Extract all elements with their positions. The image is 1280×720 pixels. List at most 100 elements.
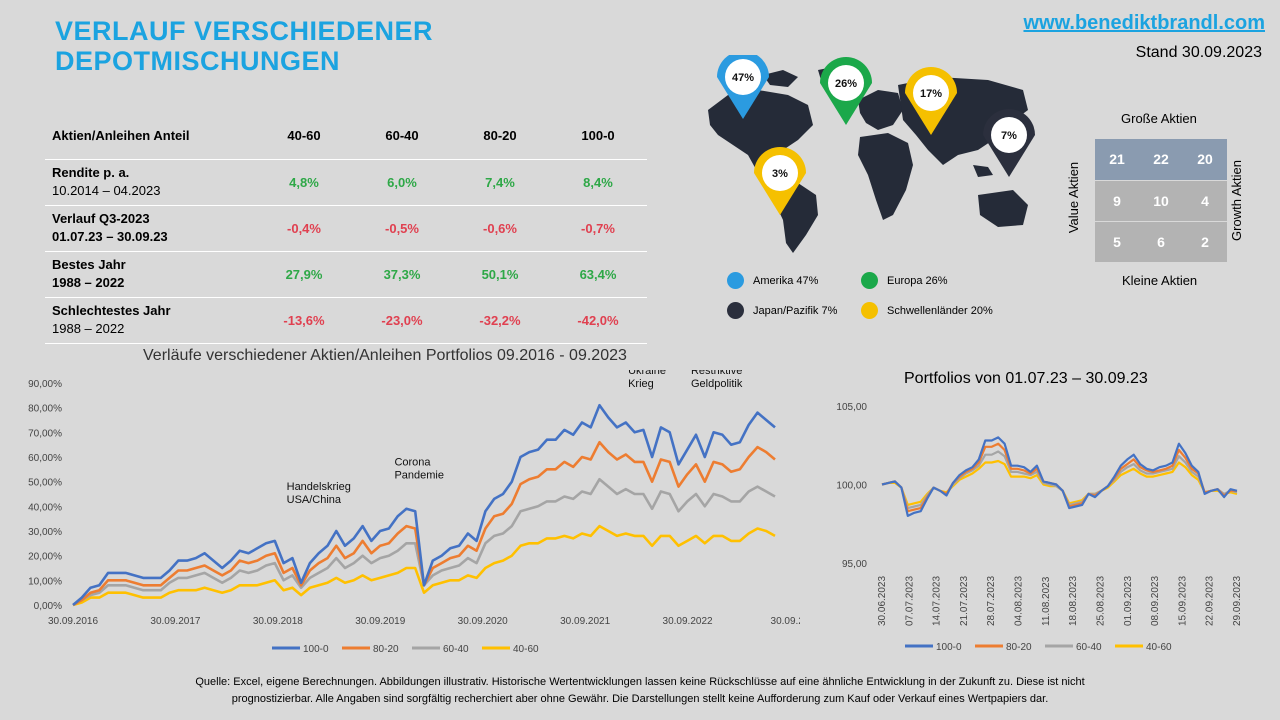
kpi-row: Bestes Jahr 1988 – 2022 27,9% 37,3% 50,1% 63,… <box>45 251 647 298</box>
kpi-value: -13,6% <box>255 297 353 344</box>
world-map: 47% 26% 17% 3% 7% <box>708 55 1035 253</box>
kpi-value: 6,0% <box>353 159 451 206</box>
footer-disclaimer: Quelle: Excel, eigene Berechnungen. Abbi… <box>195 676 1085 705</box>
style-grid-row: 9 10 4 <box>1095 179 1227 221</box>
legend-label: 40-60 <box>513 644 539 655</box>
y-tick-label: 105,00 <box>836 402 867 413</box>
chart-annotation: Restriktive Geldpolitik <box>691 370 743 390</box>
style-top-label: Große Aktien <box>1121 111 1197 126</box>
website-link[interactable]: www.benediktbrandl.com <box>1023 12 1265 34</box>
pin-center <box>991 117 1027 153</box>
legend-label: 100-0 <box>936 642 962 653</box>
pin-label: 3% <box>772 168 788 180</box>
kpi-row-title: Rendite p. a. <box>52 165 130 180</box>
style-grid-cell: 6 <box>1139 220 1183 262</box>
small-line-chart: 95,00 100,00 105,00 30.06.2023 07.07.2023 14.… <box>836 402 1243 653</box>
style-grid-row: 21 22 20 <box>1095 139 1227 180</box>
legend-label: 100-0 <box>303 644 329 655</box>
x-tick-label: 14.07.2023 <box>932 576 943 626</box>
kpi-row-period: 01.07.23 – 30.09.23 <box>52 229 168 244</box>
x-tick-label: 01.09.2023 <box>1123 576 1134 626</box>
map-legend-item: Amerika 47% <box>727 272 818 289</box>
legend-item: 100-0 <box>272 644 329 655</box>
kpi-column-header: 100-0 <box>549 113 647 160</box>
x-tick-label: 11.08.2023 <box>1041 576 1052 626</box>
chart-annotation: Ukraine Krieg <box>628 370 666 390</box>
continents <box>708 65 1028 253</box>
x-tick-label: 25.08.2023 <box>1095 576 1106 626</box>
style-grid-cell: 5 <box>1095 220 1139 262</box>
kpi-value: -0,6% <box>451 205 549 252</box>
x-tick-label: 08.09.2023 <box>1150 576 1161 626</box>
stand-date: Stand 30.09.2023 <box>1135 44 1262 61</box>
legend-dot-icon <box>727 272 744 289</box>
kpi-value: -32,2% <box>451 297 549 344</box>
map-pins: 47% 26% 17% 3% 7% <box>717 55 1035 215</box>
style-grid-cell: 4 <box>1183 179 1227 221</box>
kpi-row-period: 1988 – 2022 <box>52 321 125 336</box>
y-tick-label: 10,00% <box>28 576 62 587</box>
legend-label: 60-40 <box>1076 642 1102 653</box>
series-line-100-0 <box>881 436 1238 517</box>
y-tick-label: 20,00% <box>28 552 62 563</box>
kpi-row-label: Rendite p. a. 10.2014 – 04.2023 <box>45 159 255 206</box>
kpi-value: 63,4% <box>549 251 647 298</box>
style-bottom-label: Kleine Aktien <box>1122 273 1198 288</box>
legend-label: 80-20 <box>373 644 399 655</box>
main-line-chart: 0,00% 10,00% 20,00% 30,00% 40,00% 50,00% 60,00… <box>28 370 800 655</box>
y-tick-label: 50,00% <box>28 478 62 489</box>
kpi-row-label: Schlechtestes Jahr 1988 – 2022 <box>45 297 255 344</box>
legend-label: 60-40 <box>443 644 469 655</box>
kpi-value: 4,8% <box>255 159 353 206</box>
x-tick-label: 29.09.2023 <box>1232 576 1243 626</box>
x-tick-label: 30.09.2016 <box>48 616 98 627</box>
style-grid-cell: 21 <box>1095 139 1139 180</box>
style-grid-cell: 10 <box>1139 179 1183 221</box>
x-tick-label: 30.09.20 <box>771 616 800 627</box>
legend-label: 80-20 <box>1006 642 1032 653</box>
kpi-row-label: Bestes Jahr 1988 – 2022 <box>45 251 255 298</box>
y-tick-label: 40,00% <box>28 502 62 513</box>
map-pin: 7% <box>983 109 1035 177</box>
legend-item: 80-20 <box>975 642 1032 653</box>
kpi-value: 50,1% <box>451 251 549 298</box>
x-tick-label: 07.07.2023 <box>904 576 915 626</box>
y-tick-label: 100,00 <box>836 481 867 492</box>
y-tick-label: 95,00 <box>842 559 867 570</box>
legend-label: 40-60 <box>1146 642 1172 653</box>
legend-item: 40-60 <box>482 644 539 655</box>
kpi-value: -0,7% <box>549 205 647 252</box>
kpi-value: -0,4% <box>255 205 353 252</box>
map-pin: 17% <box>905 67 957 135</box>
chart-annotation: Handelskrieg USA/China <box>287 481 351 506</box>
pin-label: 47% <box>732 72 754 84</box>
style-right-label: Growth Aktien <box>1228 160 1244 241</box>
kpi-table: Aktien/Anleihen Anteil 40-60 60-40 80-20 100… <box>45 113 647 344</box>
kpi-value: 7,4% <box>451 159 549 206</box>
x-tick-label: 30.09.2018 <box>253 616 303 627</box>
style-grid-cell: 9 <box>1095 179 1139 221</box>
kpi-value: 27,9% <box>255 251 353 298</box>
kpi-header-row: Aktien/Anleihen Anteil 40-60 60-40 80-20 100… <box>45 113 647 160</box>
x-tick-label: 28.07.2023 <box>986 576 997 626</box>
kpi-row-period: 1988 – 2022 <box>52 275 125 290</box>
main-chart-title: Verläufe verschiedener Aktien/Anleihen P… <box>143 347 627 364</box>
legend-item: 100-0 <box>905 642 962 653</box>
x-tick-label: 30.09.2020 <box>458 616 508 627</box>
map-legend-item: Europa 26% <box>861 272 948 289</box>
map-pin: 26% <box>820 57 872 125</box>
kpi-row-title: Schlechtestes Jahr <box>52 303 171 318</box>
map-legend-label: Schwellenländer 20% <box>887 304 993 317</box>
kpi-row-period: 10.2014 – 04.2023 <box>52 183 161 198</box>
kpi-column-header: Aktien/Anleihen Anteil <box>45 113 255 160</box>
x-tick-label: 30.09.2019 <box>355 616 405 627</box>
series-line-40-60 <box>72 524 776 607</box>
kpi-value: 37,3% <box>353 251 451 298</box>
pin-label: 17% <box>920 88 942 100</box>
x-tick-label: 04.08.2023 <box>1014 576 1025 626</box>
legend-item: 80-20 <box>342 644 399 655</box>
kpi-value: -42,0% <box>549 297 647 344</box>
pin-center <box>828 65 864 101</box>
map-legend-label: Europa 26% <box>887 274 948 287</box>
pin-center <box>913 75 949 111</box>
